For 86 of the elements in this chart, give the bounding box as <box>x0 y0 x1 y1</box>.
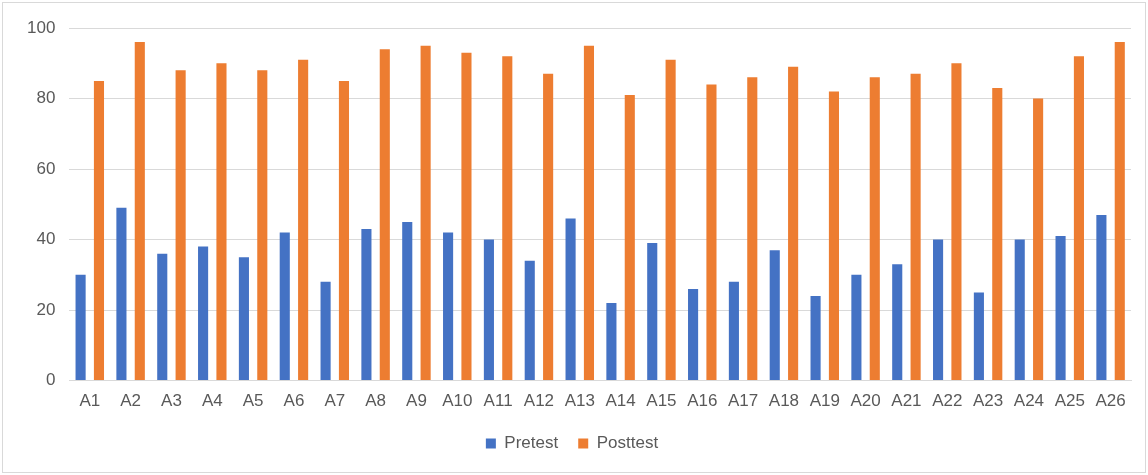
x-tick-label: A25 <box>1054 391 1085 411</box>
bar <box>134 42 145 381</box>
bar <box>420 45 431 381</box>
x-tick-label: A5 <box>242 391 264 411</box>
bar <box>647 243 658 381</box>
legend-label: Pretest <box>504 433 559 453</box>
bar <box>483 239 494 381</box>
bar <box>747 77 758 381</box>
x-tick-label: A10 <box>442 391 473 411</box>
bar <box>93 80 105 381</box>
x-tick-label: A13 <box>564 391 595 411</box>
x-tick-label: A7 <box>324 391 346 411</box>
bar <box>320 281 331 381</box>
y-tick-label: 40 <box>36 229 56 249</box>
x-tick-label: A8 <box>365 391 386 411</box>
x-tick-label: A11 <box>483 391 513 411</box>
y-tick-label: 20 <box>36 299 56 319</box>
bar <box>624 94 635 381</box>
x-tick-label: A3 <box>161 391 182 411</box>
x-tick-label: A2 <box>120 391 142 411</box>
x-tick-label: A21 <box>891 391 922 411</box>
bar <box>1014 239 1025 381</box>
bar <box>198 246 209 381</box>
bar <box>279 232 290 381</box>
bar <box>216 63 227 381</box>
bar <box>728 281 739 381</box>
bar <box>583 45 595 381</box>
legend-label: Posttest <box>596 433 659 453</box>
x-tick-label: A1 <box>79 391 101 411</box>
bar <box>175 70 186 381</box>
bar <box>788 66 799 381</box>
bar <box>543 73 554 381</box>
bar <box>402 221 413 381</box>
bar <box>257 70 268 381</box>
x-tick-label: A16 <box>687 391 718 411</box>
bar <box>1096 214 1107 381</box>
bar <box>910 73 921 381</box>
bar <box>338 80 350 381</box>
x-tick-label: A9 <box>406 391 427 411</box>
bar <box>851 274 862 381</box>
y-tick-label: 100 <box>26 17 56 37</box>
bar <box>933 239 944 381</box>
x-tick-label: A24 <box>1013 391 1045 411</box>
bar <box>157 253 168 381</box>
x-tick-label: A22 <box>932 391 963 411</box>
bar <box>298 59 309 381</box>
bar <box>992 87 1003 381</box>
bar <box>116 207 127 381</box>
x-tick-label: A19 <box>809 391 840 411</box>
x-tick-label: A26 <box>1095 391 1126 411</box>
x-tick-label: A18 <box>768 391 800 411</box>
x-tick-label: A4 <box>201 391 223 411</box>
bar <box>688 288 699 381</box>
bar <box>769 250 780 381</box>
bar <box>524 260 535 381</box>
x-tick-label: A14 <box>605 391 636 411</box>
bar <box>361 228 372 381</box>
bar <box>238 257 249 381</box>
bar <box>1073 56 1084 381</box>
x-tick-label: A15 <box>646 391 677 411</box>
bar <box>892 264 903 381</box>
x-tick-label: A17 <box>727 391 759 411</box>
x-tick-label: A12 <box>523 391 555 411</box>
bar <box>665 59 676 381</box>
y-tick-label: 0 <box>45 370 56 390</box>
bar <box>565 218 576 381</box>
y-tick-label: 80 <box>36 88 56 108</box>
bar <box>606 303 617 381</box>
bar <box>951 63 962 381</box>
bar <box>1055 236 1066 381</box>
bar <box>502 56 513 381</box>
bar <box>810 295 821 381</box>
bar <box>828 91 839 381</box>
bar <box>1033 98 1044 381</box>
bar <box>75 274 86 381</box>
bar <box>443 232 454 381</box>
x-tick-label: A20 <box>850 391 881 411</box>
bar <box>973 292 984 381</box>
x-tick-label: A6 <box>283 391 305 411</box>
bar <box>869 77 880 381</box>
bar <box>379 49 390 381</box>
x-tick-label: A23 <box>972 391 1004 411</box>
bar <box>1114 42 1125 381</box>
bar <box>706 84 717 381</box>
y-tick-label: 60 <box>36 158 56 178</box>
bar <box>461 52 472 381</box>
